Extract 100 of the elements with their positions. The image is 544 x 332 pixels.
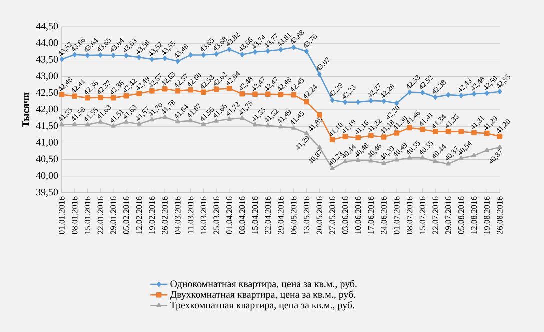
point bbox=[162, 114, 168, 119]
point bbox=[458, 129, 464, 135]
y-tick-label: 41,00 bbox=[36, 139, 58, 148]
point bbox=[72, 94, 78, 100]
point bbox=[446, 128, 452, 134]
point bbox=[162, 86, 168, 92]
y-tick-label: 40,00 bbox=[36, 172, 58, 180]
point bbox=[85, 95, 90, 101]
point bbox=[472, 91, 476, 97]
x-tick-label: 04.03.2016 bbox=[175, 196, 181, 234]
point bbox=[459, 93, 464, 98]
point bbox=[472, 130, 477, 136]
point bbox=[86, 52, 90, 58]
x-tick-label: 19.08.2016 bbox=[484, 196, 490, 234]
point bbox=[292, 44, 296, 50]
point bbox=[394, 157, 400, 162]
point bbox=[176, 119, 180, 124]
x-tick-label: 19.02.2016 bbox=[149, 196, 156, 234]
point bbox=[317, 112, 322, 118]
point bbox=[240, 91, 246, 97]
y-tick-label: 44,50 bbox=[36, 22, 58, 32]
x-tick-label: 01.07.2016 bbox=[394, 196, 400, 234]
point bbox=[278, 47, 284, 53]
point bbox=[304, 48, 309, 54]
point bbox=[124, 53, 129, 59]
point bbox=[343, 100, 348, 106]
point bbox=[98, 95, 104, 100]
point bbox=[266, 48, 270, 54]
point bbox=[252, 92, 258, 98]
point bbox=[110, 95, 116, 101]
point bbox=[356, 100, 360, 106]
point bbox=[175, 88, 181, 94]
point bbox=[394, 130, 400, 136]
point bbox=[446, 161, 451, 166]
point bbox=[382, 160, 386, 166]
point bbox=[381, 134, 387, 140]
point bbox=[227, 116, 232, 121]
point bbox=[472, 153, 477, 158]
point bbox=[150, 88, 155, 94]
point bbox=[343, 159, 348, 164]
x-tick-label: 20.05.2016 bbox=[316, 196, 323, 234]
point bbox=[253, 50, 258, 55]
x-tick-label: 15.01.2016 bbox=[84, 196, 91, 234]
point bbox=[278, 124, 284, 129]
point bbox=[111, 52, 116, 58]
x-tick-label: 05.02.2016 bbox=[124, 196, 130, 234]
point bbox=[368, 133, 374, 139]
point bbox=[98, 52, 103, 58]
x-tick-label: 29.01.2016 bbox=[110, 196, 116, 234]
point bbox=[420, 126, 426, 132]
legend-label: Трехкомнатная квартира, цена за кв.м., руб. bbox=[170, 301, 354, 311]
point bbox=[356, 135, 361, 141]
x-tick-label: 17.06.2016 bbox=[368, 196, 374, 234]
y-tick-label: 42,00 bbox=[36, 106, 58, 114]
point bbox=[408, 90, 412, 96]
point bbox=[497, 134, 503, 140]
point bbox=[292, 126, 296, 130]
point bbox=[407, 125, 412, 131]
y-tick-label: 43,50 bbox=[36, 56, 58, 64]
x-tick-label: 26.02.2016 bbox=[162, 196, 168, 234]
point bbox=[433, 159, 438, 164]
x-tick-label: 06.05.2016 bbox=[291, 196, 297, 234]
y-tick-label: 41,50 bbox=[36, 122, 58, 131]
y-tick-label: 40,50 bbox=[36, 156, 58, 164]
x-tick-label: 01.01.2016 bbox=[59, 196, 65, 234]
x-tick-label: 15.04.2016 bbox=[252, 196, 258, 234]
point bbox=[291, 92, 297, 98]
point bbox=[162, 56, 168, 62]
point bbox=[420, 156, 426, 160]
point bbox=[484, 90, 490, 96]
x-tick-label: 22.07.2016 bbox=[432, 196, 438, 234]
point bbox=[201, 122, 206, 126]
x-tick-label: 22.04.2016 bbox=[265, 196, 272, 234]
x-tick-label: 12.08.2016 bbox=[471, 196, 478, 234]
point bbox=[420, 90, 425, 96]
x-tick-label: 05.08.2016 bbox=[458, 196, 464, 234]
x-tick-label: 18.03.2016 bbox=[200, 196, 207, 234]
point bbox=[60, 56, 64, 62]
x-tick-label: 12.02.2016 bbox=[136, 196, 142, 234]
point bbox=[484, 148, 490, 152]
x-tick-label: 08.07.2016 bbox=[406, 196, 413, 234]
point bbox=[382, 98, 386, 104]
x-tick-label: 08.01.2016 bbox=[72, 196, 78, 234]
point bbox=[330, 98, 335, 104]
point bbox=[60, 122, 64, 127]
x-tick-label: 29.07.2016 bbox=[446, 196, 452, 234]
point bbox=[278, 92, 284, 98]
point bbox=[304, 99, 310, 105]
point bbox=[446, 92, 451, 98]
point bbox=[458, 156, 464, 160]
point bbox=[124, 120, 129, 124]
point bbox=[227, 46, 232, 52]
point bbox=[136, 91, 142, 96]
point bbox=[150, 56, 154, 62]
point bbox=[214, 52, 219, 57]
legend-label: Однокомнатная квартира, цена за кв.м., руб. bbox=[170, 280, 357, 290]
x-tick-label: 29.04.2016 bbox=[278, 196, 284, 234]
point bbox=[98, 120, 104, 124]
point bbox=[433, 94, 438, 100]
point bbox=[265, 92, 271, 98]
